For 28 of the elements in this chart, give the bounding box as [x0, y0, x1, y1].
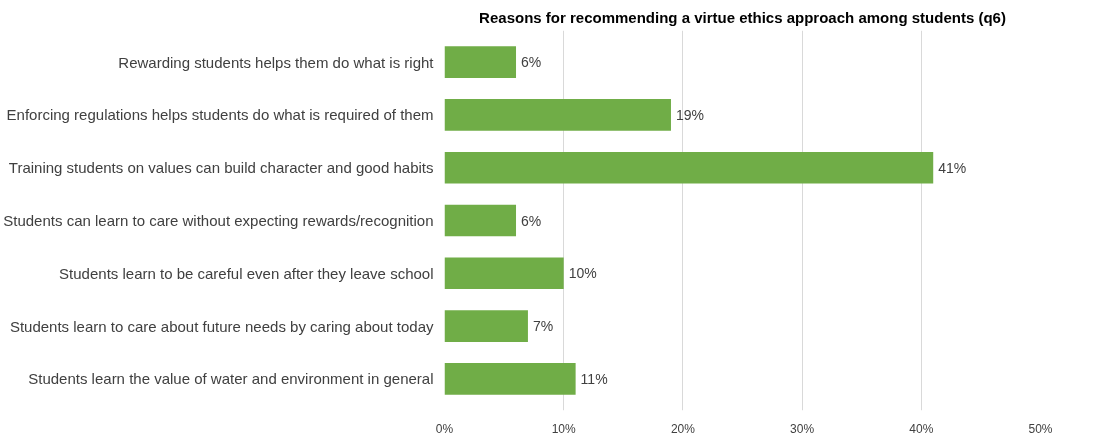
x-tick-label: 40%: [909, 421, 934, 436]
bar: [444, 99, 671, 131]
bar: [444, 310, 528, 342]
data-label: 19%: [675, 106, 705, 123]
x-tick-label: 10%: [551, 421, 577, 436]
y-tick-label: Students learn to care about future needs by caring about today: [9, 317, 434, 335]
x-tick-label: 50%: [1028, 421, 1053, 436]
chart-title: Reasons for recommending a virtue ethics approach among students (q6): [479, 8, 1006, 26]
bar: [444, 151, 934, 184]
y-tick-label: Students learn to be careful even after they leave school: [59, 264, 434, 282]
y-tick-label: Students learn the value of water and environment in general: [28, 370, 434, 388]
y-tick-label: Enforcing regulations helps students do what is required of them: [6, 106, 434, 124]
x-tick-label: 30%: [790, 421, 815, 436]
data-label: 6%: [521, 212, 542, 229]
x-tick-label: 0%: [435, 421, 454, 436]
data-label: 6%: [521, 54, 542, 71]
bar: [444, 363, 576, 395]
y-tick-label: Training students on values can build character and good habits: [8, 159, 434, 177]
data-label: 11%: [580, 370, 608, 387]
bar: [444, 257, 564, 290]
x-tick-label: 20%: [670, 421, 696, 436]
bar: [444, 204, 517, 237]
data-label: 41%: [938, 159, 967, 176]
data-label: 7%: [532, 318, 554, 335]
y-tick-label: Students can learn to care without expecting rewards/recognition: [3, 212, 434, 229]
data-label: 10%: [568, 265, 597, 282]
y-tick-label: Rewarding students helps them do what is right: [118, 53, 435, 71]
bar: [444, 46, 517, 78]
